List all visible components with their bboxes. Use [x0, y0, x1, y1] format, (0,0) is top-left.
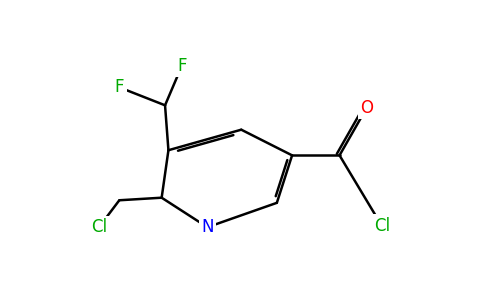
Text: F: F	[177, 56, 187, 74]
Text: O: O	[360, 99, 373, 117]
Text: F: F	[115, 78, 124, 96]
Text: N: N	[201, 218, 213, 236]
Text: Cl: Cl	[91, 218, 107, 236]
Text: Cl: Cl	[374, 217, 390, 235]
